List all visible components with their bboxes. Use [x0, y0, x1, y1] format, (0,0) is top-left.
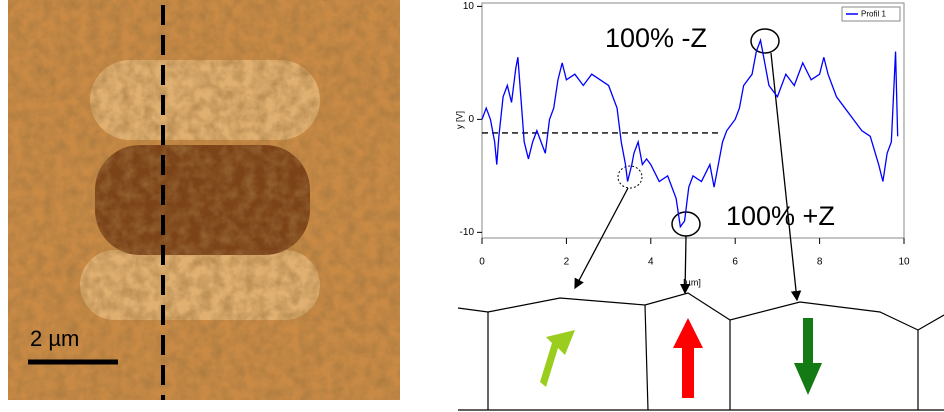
x-axis-label: [µm]: [683, 277, 701, 287]
domain-diagram: [457, 292, 944, 411]
x-tick-label: 6: [732, 257, 738, 268]
marker-circle: [617, 165, 643, 189]
x-tick-label: 0: [479, 257, 485, 268]
annotation: 100% +Z: [726, 201, 835, 231]
arrow: [679, 235, 691, 295]
profile-line: [481, 37, 899, 229]
x-tick-label: 10: [898, 257, 910, 268]
y-tick-label: 10: [463, 1, 475, 12]
legend-label: Profil 1: [861, 10, 886, 19]
scale-bar-label: 2 µm: [30, 326, 79, 351]
arrow: [574, 187, 629, 290]
afm-image: 2 µm: [8, 0, 400, 400]
x-tick-label: 2: [564, 257, 570, 268]
x-tick-label: 4: [648, 257, 654, 268]
legend-box: [841, 6, 901, 22]
marker-circle: [750, 28, 780, 54]
y-tick-label: -10: [460, 227, 475, 238]
x-tick-label: 8: [817, 257, 823, 268]
line-chart: y [V] [µm] 100% -Z 100% +Z 0 2 4 6 8 10 -10 0 10…: [454, 1, 910, 302]
y-tick-label: 0: [468, 114, 474, 125]
y-axis-label: y [V]: [454, 111, 464, 129]
plot-area: [481, 2, 905, 239]
annotation: 100% -Z: [605, 23, 707, 53]
